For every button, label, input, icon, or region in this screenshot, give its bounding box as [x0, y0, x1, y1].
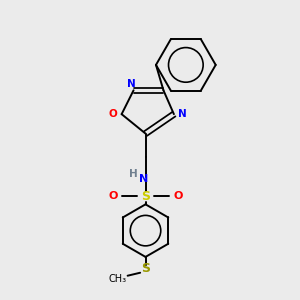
Text: O: O — [173, 191, 182, 201]
Text: H: H — [129, 169, 137, 179]
Text: N: N — [178, 109, 187, 119]
Text: N: N — [140, 174, 149, 184]
Text: O: O — [109, 191, 118, 201]
Text: S: S — [141, 190, 150, 203]
Text: O: O — [109, 109, 118, 119]
Text: CH₃: CH₃ — [108, 274, 127, 284]
Text: N: N — [127, 79, 136, 89]
Text: S: S — [141, 262, 150, 275]
